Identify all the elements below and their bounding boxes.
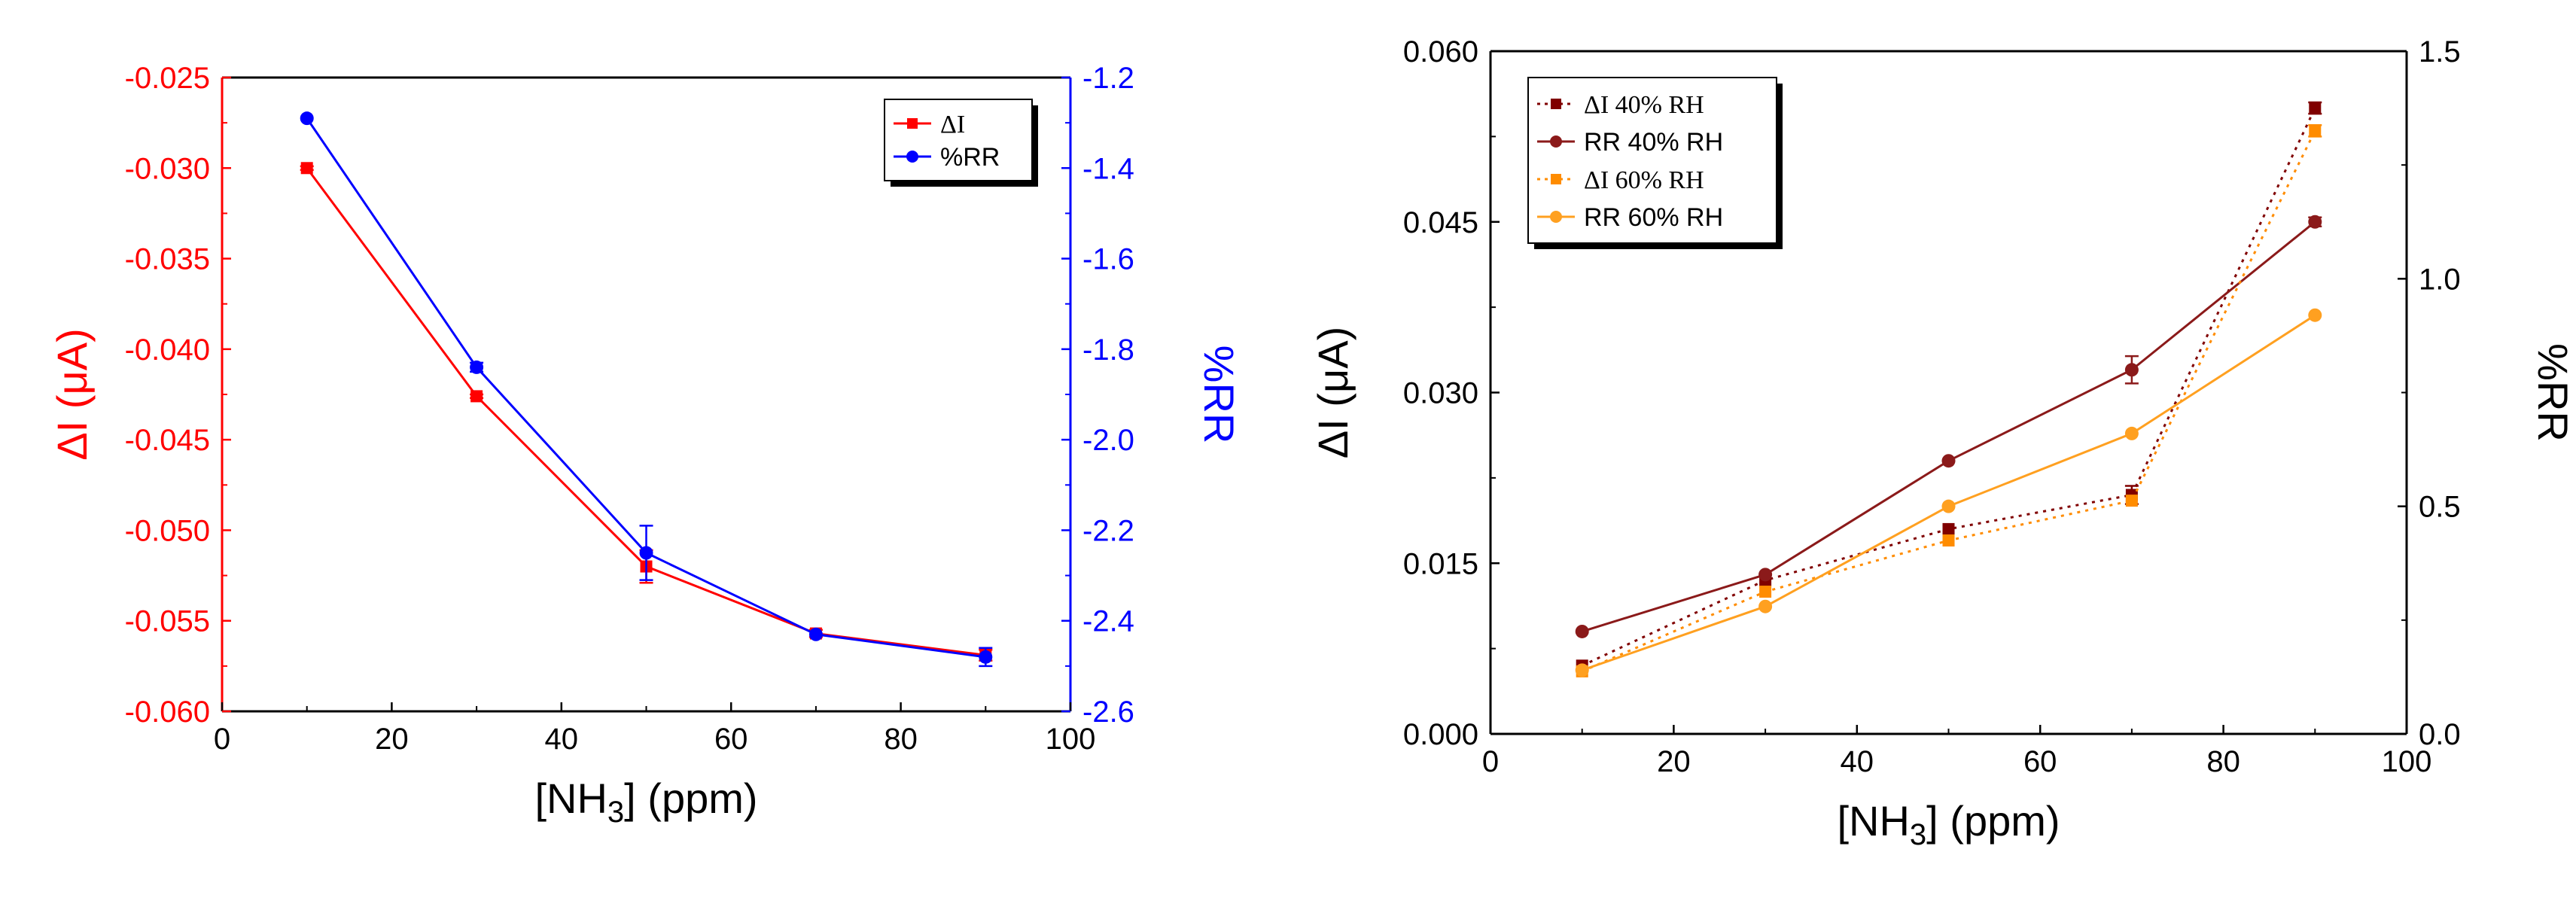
legend-label: %RR <box>940 143 1000 172</box>
y-right-axis-title: %RR <box>2529 343 2576 442</box>
y-right-tick-label: 1.0 <box>2419 263 2461 296</box>
y-right-tick-label: -1.4 <box>1082 152 1134 185</box>
x-tick-label: 80 <box>884 723 918 756</box>
data-point <box>2309 124 2322 137</box>
legend-marker <box>1551 99 1561 109</box>
data-point <box>2308 215 2322 229</box>
x-tick-label: 40 <box>545 723 579 756</box>
data-point <box>470 390 483 403</box>
series-line <box>1582 107 2316 667</box>
y-right-tick-label: -2.6 <box>1082 696 1134 729</box>
y-left-tick-label: 0.000 <box>1403 718 1478 751</box>
y-left-tick-label: -0.030 <box>125 152 210 185</box>
y-left-tick-label: -0.060 <box>125 696 210 729</box>
data-point <box>2124 363 2139 377</box>
data-point <box>2124 426 2139 440</box>
data-point <box>1575 624 1589 638</box>
data-point <box>1758 599 1773 613</box>
x-tick-label: 80 <box>2206 745 2240 778</box>
data-point <box>2125 495 2138 507</box>
data-point <box>2308 308 2322 322</box>
y-left-tick-label: -0.045 <box>125 424 210 457</box>
y-left-tick-label: -0.055 <box>125 605 210 638</box>
legend-marker <box>1550 135 1562 148</box>
x-tick-label: 100 <box>1046 723 1096 756</box>
data-point <box>300 162 313 175</box>
data-point <box>979 650 993 664</box>
legend-label: ΔI <box>940 111 965 139</box>
y-right-tick-label: -1.2 <box>1082 62 1134 95</box>
y-right-tick-label: -2.4 <box>1082 605 1134 638</box>
data-point <box>2309 102 2322 114</box>
legend-label: ΔI 60% RH <box>1584 166 1704 194</box>
legend-label: RR 60% RH <box>1584 203 1723 232</box>
y-left-axis-title: ΔI (μA) <box>1309 327 1357 458</box>
data-point <box>1942 534 1955 547</box>
data-point <box>1941 499 1956 513</box>
legend-label: RR 40% RH <box>1584 128 1723 157</box>
legend-marker <box>1550 211 1562 223</box>
y-left-tick-label: -0.025 <box>125 62 210 95</box>
legend-box <box>884 99 1033 181</box>
chart-right: 0 20 40 60 80 100 0.000 0.015 0.030 0.045 0.060 0.0… <box>1309 35 2576 851</box>
data-point <box>1575 663 1589 677</box>
x-tick-label: 40 <box>1841 745 1874 778</box>
y-left-tick-label: -0.040 <box>125 333 210 367</box>
data-point <box>1942 522 1955 535</box>
x-tick-label: 20 <box>1657 745 1691 778</box>
legend-marker <box>907 118 918 129</box>
y-right-tick-label: 0.5 <box>2419 491 2461 524</box>
y-left-axis-title: ΔI (μA) <box>48 328 96 460</box>
x-tick-label: 60 <box>714 723 748 756</box>
data-point <box>808 627 823 641</box>
data-point <box>470 360 484 374</box>
y-left-tick-label: -0.035 <box>125 243 210 276</box>
y-right-axis-title: %RR <box>1195 346 1243 444</box>
y-left-tick-label: 0.015 <box>1403 547 1478 580</box>
y-left-tick-label: -0.050 <box>125 514 210 547</box>
data-point <box>1759 586 1772 598</box>
y-right-tick-label: -2.2 <box>1082 514 1134 547</box>
x-tick-label: 60 <box>2023 745 2057 778</box>
y-left-tick-label: 0.060 <box>1403 35 1478 68</box>
legend-box <box>1527 77 1777 244</box>
data-point <box>1758 568 1773 582</box>
data-point <box>1941 454 1956 468</box>
data-point <box>639 546 653 560</box>
legend-label: ΔI 40% RH <box>1584 91 1704 119</box>
chart-left: 0 20 40 60 80 100 -0.060 -0.055 -0.050 -0.045 -0.0… <box>48 62 1243 829</box>
x-tick-label: 20 <box>375 723 409 756</box>
y-left-tick-label: 0.030 <box>1403 377 1478 410</box>
x-axis-title: [NH3] (ppm) <box>1837 797 2060 851</box>
x-tick-label: 0 <box>214 723 230 756</box>
y-right-tick-label: 0.0 <box>2419 718 2461 751</box>
y-left-tick-label: 0.045 <box>1403 206 1478 239</box>
y-right-tick-label: -2.0 <box>1082 424 1134 457</box>
y-right-tick-label: 1.5 <box>2419 35 2461 68</box>
x-tick-label: 100 <box>2382 745 2432 778</box>
x-axis-title: [NH3] (ppm) <box>534 775 757 829</box>
legend-marker <box>906 151 918 163</box>
legend-marker <box>1551 174 1561 184</box>
y-right-tick-label: -1.8 <box>1082 333 1134 367</box>
y-right-tick-label: -1.6 <box>1082 243 1134 276</box>
x-tick-label: 0 <box>1482 745 1499 778</box>
data-point <box>300 111 314 126</box>
